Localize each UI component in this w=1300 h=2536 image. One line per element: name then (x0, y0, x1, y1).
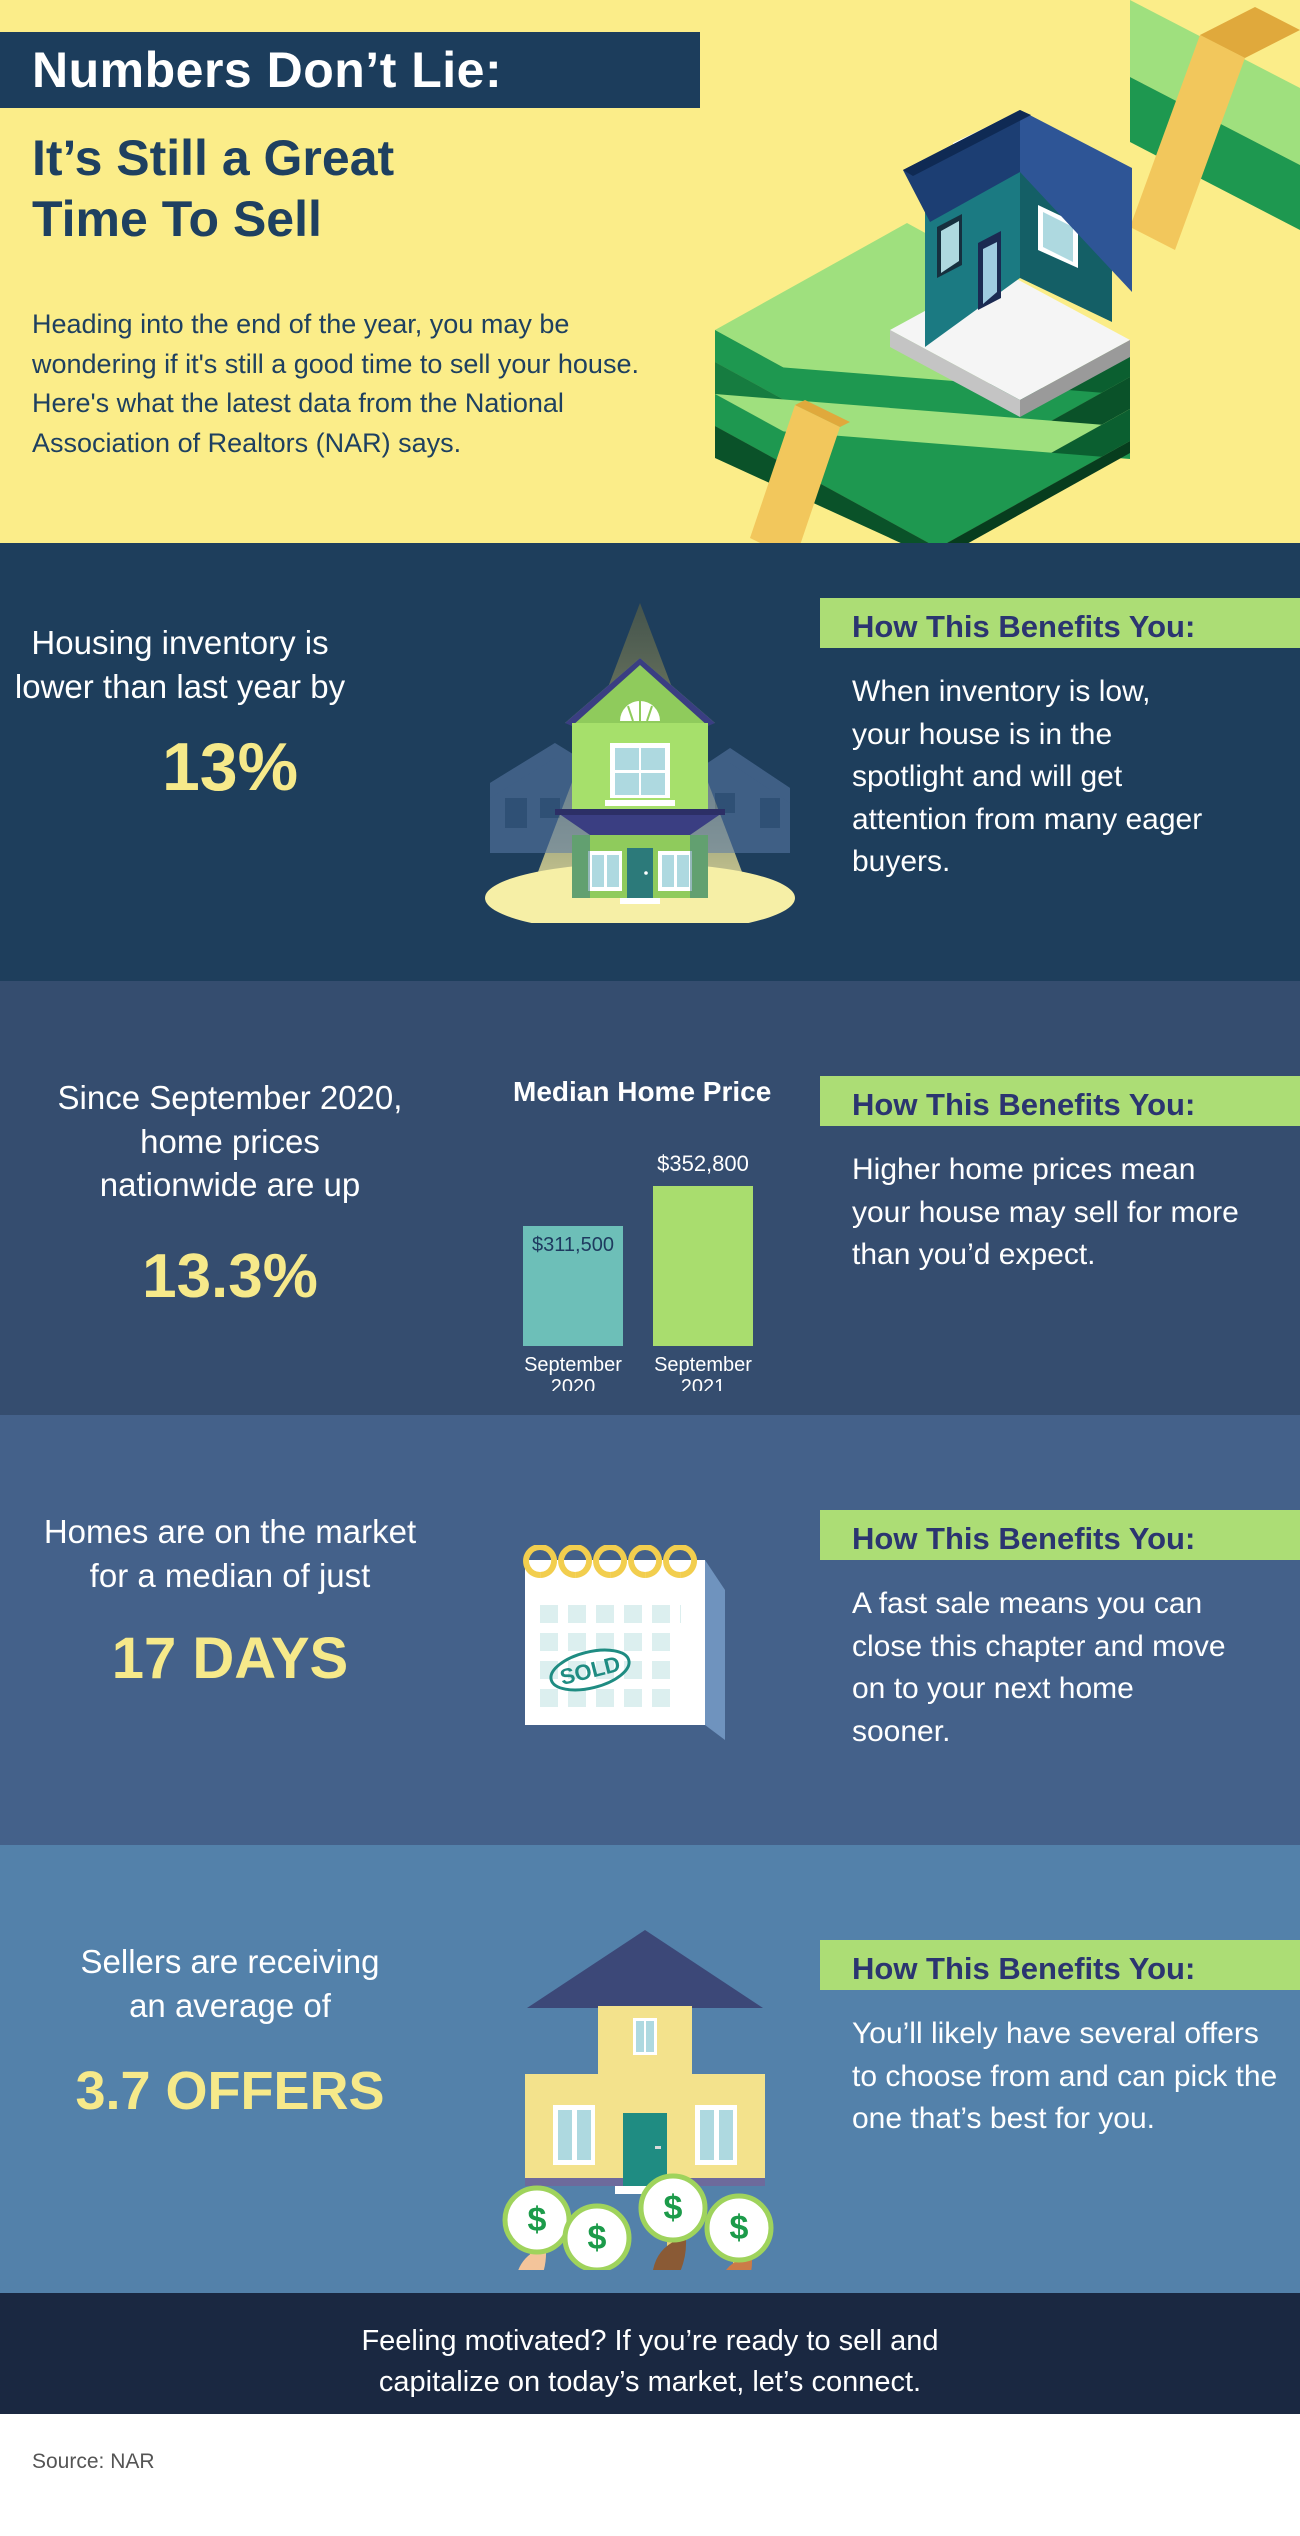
svg-text:September: September (654, 1354, 752, 1376)
svg-text:$352,800: $352,800 (657, 1151, 749, 1176)
svg-text:September: September (524, 1354, 622, 1376)
svg-text:$: $ (588, 2219, 607, 2257)
svg-text:2020: 2020 (551, 1376, 596, 1391)
svg-text:$: $ (730, 2209, 749, 2247)
svg-text:$: $ (528, 2201, 547, 2239)
svg-text:$311,500: $311,500 (532, 1234, 614, 1256)
svg-text:2021: 2021 (681, 1376, 726, 1391)
svg-text:$: $ (664, 2189, 683, 2227)
